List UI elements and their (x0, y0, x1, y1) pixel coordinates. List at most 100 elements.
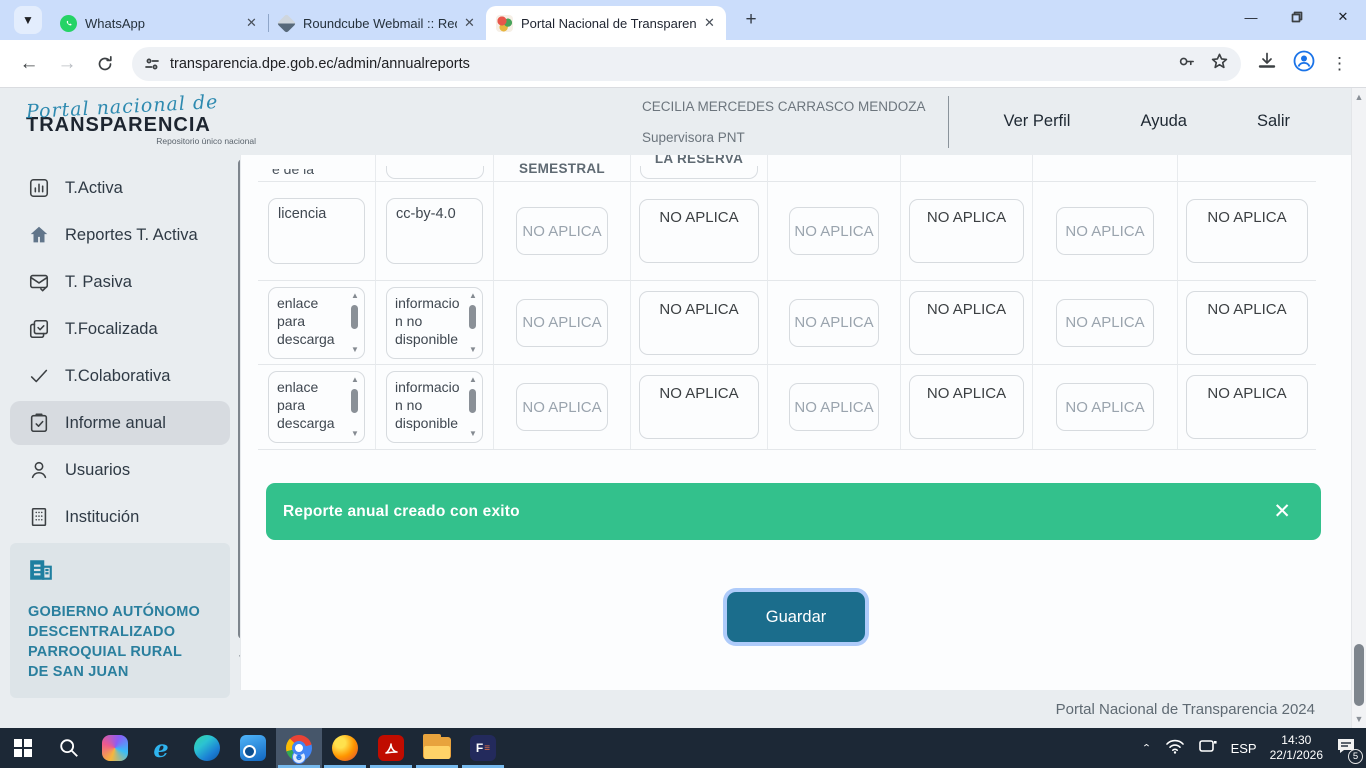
copilot-icon[interactable] (92, 728, 138, 768)
no-aplica-input[interactable]: NO APLICA (1056, 383, 1154, 431)
informacion-textarea[interactable]: informacion no disponible ▲ ▼ (386, 371, 483, 443)
browser-scrollbar-thumb[interactable] (1354, 644, 1364, 706)
licencia-input[interactable]: licencia (268, 198, 365, 264)
url-text[interactable]: transparencia.dpe.gob.ec/admin/annualrep… (170, 55, 470, 72)
browser-scrollbar[interactable]: ▲ ▼ (1351, 88, 1366, 728)
salir-link[interactable]: Salir (1256, 112, 1290, 130)
start-button[interactable] (0, 728, 46, 768)
restore-button[interactable] (1274, 0, 1320, 34)
edge-icon[interactable] (184, 728, 230, 768)
no-aplica-input[interactable]: NO APLICA (789, 298, 879, 347)
no-aplica-input[interactable]: NO APLICA (1056, 207, 1154, 255)
no-aplica-input[interactable]: NO APLICA (789, 383, 879, 431)
scroll-up-icon[interactable]: ▲ (1354, 92, 1364, 102)
textarea-scrollbar[interactable]: ▲ ▼ (467, 290, 479, 354)
site-info-icon[interactable] (144, 56, 160, 72)
tab-search-button[interactable]: ▼ (14, 6, 42, 34)
no-aplica-input[interactable]: NO APLICA (515, 383, 609, 431)
scroll-down-icon[interactable]: ▼ (469, 344, 477, 354)
scroll-thumb[interactable] (469, 389, 476, 413)
tray-expand-icon[interactable]: ⌃ (1141, 742, 1152, 754)
reload-button[interactable] (88, 47, 122, 81)
internet-explorer-icon[interactable]: e (153, 733, 169, 763)
no-aplica-input[interactable]: NO APLICA (908, 375, 1025, 439)
new-tab-button[interactable]: + (745, 9, 757, 30)
browser-menu-icon[interactable]: ⋮ (1331, 53, 1348, 73)
enlace-textarea[interactable]: enlace para descarga ▲ ▼ (268, 371, 365, 443)
wifi-icon[interactable] (1165, 738, 1185, 759)
scroll-down-icon[interactable]: ▼ (351, 429, 359, 438)
textarea-scrollbar[interactable]: ▲ ▼ (467, 376, 479, 438)
acrobat-icon[interactable] (368, 728, 414, 768)
sidebar-item-institucion[interactable]: Institución (10, 495, 230, 539)
no-aplica-input[interactable]: NO APLICA (639, 375, 759, 439)
tab-portal-active[interactable]: Portal Nacional de Transparenc ✕ (486, 6, 726, 40)
textarea-scrollbar[interactable]: ▲ ▼ (349, 290, 361, 354)
scroll-down-icon[interactable]: ▼ (1354, 714, 1364, 724)
partial-input[interactable] (640, 166, 758, 179)
sidebar-item-t-activa[interactable]: T.Activa (10, 166, 230, 210)
sidebar-item-informe-anual[interactable]: Informe anual (10, 401, 230, 445)
scroll-thumb[interactable] (351, 389, 358, 413)
back-button[interactable]: ← (19, 52, 39, 74)
tab-whatsapp[interactable]: WhatsApp ✕ (50, 6, 268, 40)
profile-avatar-icon[interactable] (1293, 50, 1315, 77)
minimize-button[interactable]: — (1244, 9, 1258, 25)
notifications-icon[interactable]: 5 (1336, 737, 1363, 764)
scroll-down-icon[interactable]: ▼ (469, 429, 477, 438)
sidebar-item-t-pasiva[interactable]: T. Pasiva (10, 260, 230, 304)
scroll-down-icon[interactable]: ▼ (351, 344, 359, 354)
sidebar-item-reportes-t-activa[interactable]: Reportes T. Activa (10, 213, 230, 257)
forward-button[interactable]: → (57, 52, 77, 74)
scroll-thumb[interactable] (351, 304, 358, 329)
no-aplica-input[interactable]: NO APLICA (515, 207, 609, 255)
scroll-up-icon[interactable]: ▲ (469, 290, 477, 300)
bookmark-star-icon[interactable] (1210, 52, 1229, 76)
no-aplica-input[interactable]: NO APLICA (1186, 290, 1308, 355)
textarea-scrollbar[interactable]: ▲ ▼ (349, 376, 361, 438)
no-aplica-input[interactable]: NO APLICA (789, 207, 879, 255)
scroll-up-icon[interactable]: ▲ (469, 375, 477, 384)
sidebar-item-t-focalizada[interactable]: T.Focalizada (10, 307, 230, 351)
sidebar-item-usuarios[interactable]: Usuarios (10, 448, 230, 492)
sidebar-item-t-colaborativa[interactable]: T.Colaborativa (10, 354, 230, 398)
licencia-value-input[interactable]: cc-by-4.0 (386, 198, 483, 264)
clock[interactable]: 14:30 22/1/2026 (1270, 733, 1323, 763)
no-aplica-input[interactable]: NO APLICA (1056, 298, 1154, 347)
ver-perfil-link[interactable]: Ver Perfil (1003, 112, 1071, 130)
tab-close-icon[interactable]: ✕ (246, 15, 257, 30)
alert-close-icon[interactable]: ✕ (1273, 500, 1291, 523)
tab-roundcube[interactable]: Roundcube Webmail :: Redactar ✕ (268, 6, 486, 40)
ayuda-link[interactable]: Ayuda (1140, 112, 1187, 130)
tab-close-icon[interactable]: ✕ (704, 15, 715, 30)
outlook-icon[interactable] (230, 728, 276, 768)
no-aplica-input[interactable]: NO APLICA (639, 199, 759, 263)
scroll-up-icon[interactable]: ▲ (351, 290, 359, 300)
close-window-button[interactable]: ✕ (1337, 9, 1349, 24)
partial-input[interactable] (385, 166, 484, 179)
no-aplica-input[interactable]: NO APLICA (515, 298, 609, 347)
sidebar-institution-block[interactable]: GOBIERNO AUTÓNOMO DESCENTRALIZADO PARROQ… (10, 543, 230, 698)
scroll-up-icon[interactable]: ▲ (351, 375, 359, 384)
address-bar[interactable]: transparencia.dpe.gob.ec/admin/annualrep… (132, 46, 1241, 81)
display-device-icon[interactable] (1198, 738, 1218, 759)
save-button[interactable]: Guardar (727, 592, 865, 642)
no-aplica-input[interactable]: NO APLICA (639, 290, 759, 355)
file-explorer-icon[interactable] (414, 728, 460, 768)
tab-close-icon[interactable]: ✕ (464, 15, 475, 30)
taskbar-search-button[interactable] (46, 728, 92, 768)
no-aplica-input[interactable]: NO APLICA (908, 199, 1025, 263)
enlace-textarea[interactable]: enlace para descarga ▲ ▼ (268, 286, 365, 359)
informacion-textarea[interactable]: informacion no disponible ▲ ▼ (386, 286, 483, 359)
f-app-icon[interactable]: F ≡ (460, 728, 506, 768)
no-aplica-input[interactable]: NO APLICA (1186, 199, 1308, 263)
downloads-icon[interactable] (1257, 51, 1277, 76)
language-indicator[interactable]: ESP (1230, 740, 1257, 756)
date: 22/1/2026 (1269, 748, 1323, 762)
no-aplica-input[interactable]: NO APLICA (1186, 375, 1308, 439)
firefox-icon[interactable] (322, 728, 368, 768)
chrome-icon[interactable]: ☻ (276, 728, 322, 768)
password-key-icon[interactable] (1177, 52, 1196, 76)
no-aplica-input[interactable]: NO APLICA (908, 290, 1025, 355)
scroll-thumb[interactable] (469, 304, 476, 329)
